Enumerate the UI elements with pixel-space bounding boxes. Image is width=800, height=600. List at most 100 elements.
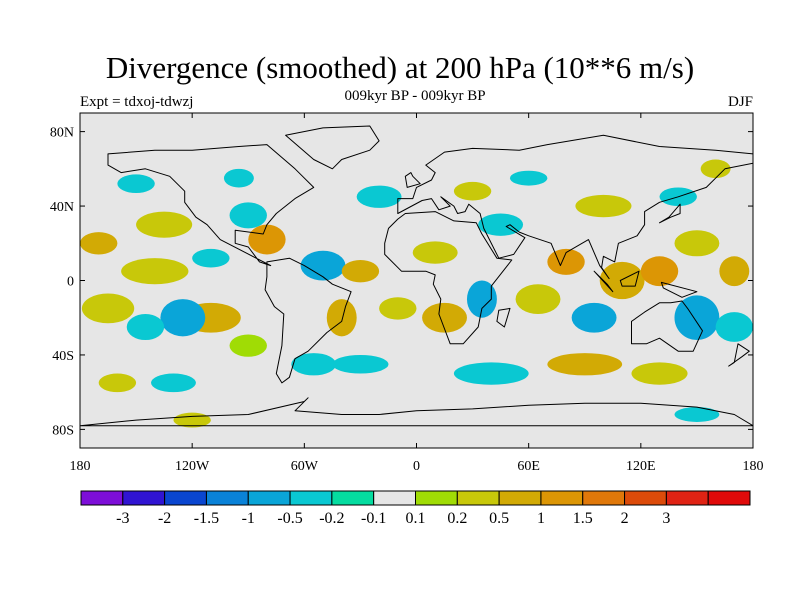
divergence-region [674,230,720,257]
coastline [496,307,511,328]
divergence-region [332,354,389,374]
lon-tick-label: 60W [291,459,319,474]
plot-title: Divergence (smoothed) at 200 hPa (10**6 … [105,50,695,85]
divergence-region [509,170,548,186]
divergence-region [98,373,137,393]
divergence-region [631,362,688,385]
divergence-region [151,373,196,393]
divergence-region [248,224,286,255]
colorbar-swatch [540,490,584,506]
divergence-region [453,181,492,201]
lat-tick-label: 80S [52,423,74,438]
divergence-region [81,293,135,324]
colorbar-swatch [707,490,751,506]
divergence-region [422,302,467,333]
lon-tick-label: 60E [517,459,540,474]
divergence-region [466,280,497,318]
divergence-region [599,261,645,300]
coastline [264,257,352,384]
divergence-region [223,168,254,188]
colorbar-swatch [665,490,709,506]
divergence-region [715,312,753,342]
colorbar-label: 0.5 [489,510,509,527]
divergence-region [379,297,417,320]
colorbar-label: 2 [621,510,629,527]
colorbar-swatch [331,490,375,506]
lat-tick-label: 0 [67,275,74,290]
colorbar-swatch [164,490,207,506]
colorbar-swatch [582,490,626,506]
divergence-region [453,362,529,385]
colorbar-label: -0.2 [319,510,344,527]
coastline [660,281,698,298]
season-label: DJF [727,94,753,110]
colorbar-label: 0.2 [447,510,467,527]
colorbar-label: -1 [242,510,255,527]
colorbar-swatch [415,490,458,506]
coastline [631,300,703,352]
coastline [404,172,421,188]
coastline [659,203,681,224]
experiment-label: Expt = tdxoj-tdwzj [80,94,194,110]
coastline [728,343,750,367]
lon-tick-label: 0 [413,459,420,474]
divergence-region [515,284,561,314]
colorbar-swatch [247,490,291,506]
colorbar-swatch [205,490,249,506]
divergence-region [126,314,165,341]
lat-tick-label: 80N [50,126,74,141]
colorbar: -3 -2 -1.5 -1 -0.5 -0.2 -0.1 0.1 0.2 0.5 1 1.5 2 3 [80,490,751,527]
divergence-field [80,159,753,428]
divergence-region [640,256,679,287]
plot-subtitle: 009kyr BP - 009kyr BP [344,88,486,104]
colorbar-label: -3 [116,510,129,527]
coastline [397,134,753,280]
divergence-region [192,248,230,268]
coastline [80,397,753,427]
coastline [285,125,380,170]
divergence-region [412,241,458,264]
lon-tick-label: 120E [626,459,656,474]
colorbar-label: -0.1 [361,510,386,527]
lon-tick-label: 180 [70,459,91,474]
divergence-region [117,174,155,194]
colorbar-swatch [289,490,333,506]
lat-tick-label: 40N [50,200,74,215]
divergence-region [80,232,118,255]
divergence-region [136,211,193,238]
colorbar-label: -1.5 [194,510,219,527]
divergence-region [300,250,346,281]
colorbar-label: -2 [158,510,171,527]
divergence-region [341,260,380,283]
colorbar-swatch [624,490,667,506]
coastline [619,270,640,287]
divergence-region [575,194,632,218]
divergence-region [674,295,720,341]
colorbar-label: 3 [662,510,670,527]
divergence-region [674,407,720,422]
divergence-region [291,353,337,376]
coastline [384,211,513,345]
colorbar-label: -0.5 [277,510,302,527]
coastline [593,270,614,293]
colorbar-swatch [122,490,166,506]
divergence-region [547,248,585,275]
colorbar-swatch [456,490,500,506]
divergence-region [700,159,731,179]
lon-tick-label: 120W [175,459,210,474]
lon-tick-label: 180 [743,459,764,474]
coastlines [80,125,753,427]
divergence-region [719,256,750,287]
coastline [107,144,315,267]
map-axes: 80N 40N 0 40S 80S 180 120W 60W 0 60E 120E 180 [50,113,764,474]
colorbar-label: 1.5 [573,510,593,527]
divergence-region [121,258,189,285]
divergence-region [229,334,267,357]
colorbar-swatch [498,490,542,506]
divergence-region [160,299,206,337]
colorbar-swatch [80,490,124,506]
colorbar-label: 1 [537,510,545,527]
divergence-region [229,202,267,229]
divergence-region [356,185,402,208]
